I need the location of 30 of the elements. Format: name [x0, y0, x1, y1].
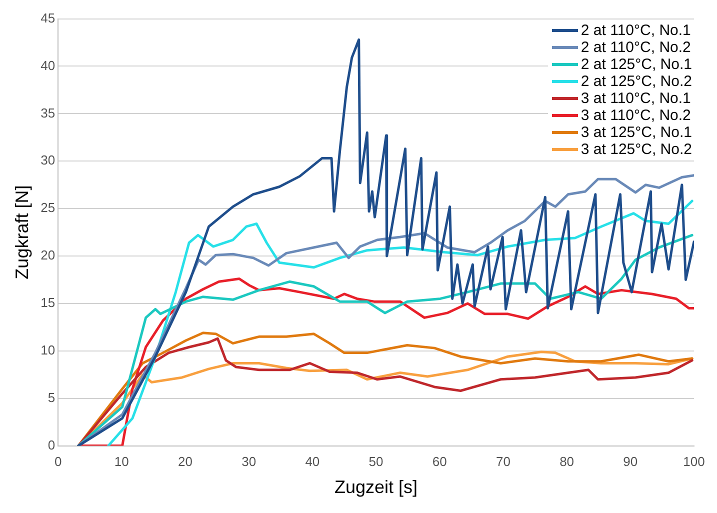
x-tick-label: 20: [178, 454, 192, 470]
y-tick-label: 0: [48, 437, 56, 452]
x-tick-label: 70: [496, 454, 510, 470]
x-tick-label: 100: [683, 454, 705, 470]
y-tick-label: 20: [40, 248, 56, 263]
x-tick-label: 30: [242, 454, 256, 470]
legend-label: 3 at 125°C, No.2: [580, 141, 692, 158]
y-axis-title: Zugkraft [N]: [12, 185, 32, 280]
x-tick-label: 80: [560, 454, 574, 470]
y-tick-label: 40: [40, 58, 56, 73]
y-tick-label: 45: [40, 10, 56, 26]
y-tick-label: 35: [40, 105, 56, 120]
legend-label: 2 at 125°C, No.2: [580, 73, 692, 90]
y-tick-label: 30: [40, 152, 56, 168]
x-tick-label: 10: [114, 454, 129, 470]
x-tick-label: 40: [305, 454, 320, 470]
legend-label: 3 at 125°C, No.1: [580, 124, 692, 141]
x-axis-title: Zugzeit [s]: [334, 477, 418, 498]
x-tick-label: 90: [623, 454, 638, 470]
y-tick-label: 15: [40, 295, 56, 310]
legend-label: 2 at 110°C, No.1: [580, 22, 691, 39]
legend-label: 2 at 125°C, No.1: [580, 56, 692, 73]
x-tick-label: 60: [432, 454, 447, 470]
legend-label: 3 at 110°C, No.2: [580, 107, 691, 124]
y-tick-label: 10: [40, 342, 56, 358]
legend-label: 3 at 110°C, No.1: [580, 90, 691, 107]
y-tick-label: 5: [48, 390, 56, 405]
x-tick-label: 50: [368, 454, 384, 470]
legend-label: 2 at 110°C, No.2: [580, 39, 691, 56]
y-tick-label: 25: [40, 200, 56, 216]
